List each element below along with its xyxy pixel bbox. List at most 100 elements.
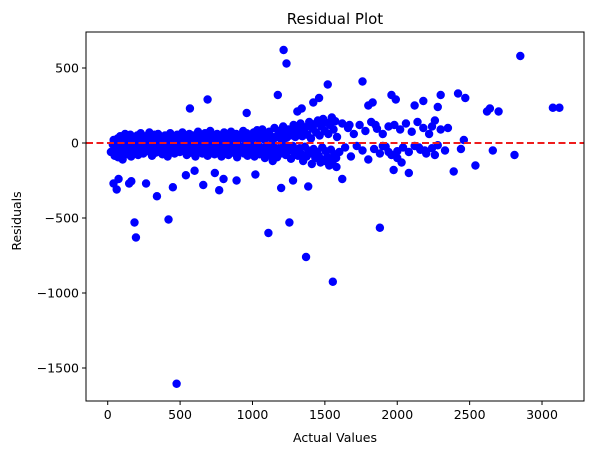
data-point <box>210 168 220 178</box>
data-point <box>185 104 195 113</box>
data-point <box>516 51 525 61</box>
data-point <box>203 95 212 104</box>
data-point <box>494 107 503 116</box>
data-point <box>413 117 422 127</box>
data-point <box>181 171 191 180</box>
data-point <box>349 129 359 139</box>
data-point <box>436 90 445 100</box>
y-tick-label: −500 <box>45 211 79 226</box>
x-tick-label: 3000 <box>526 407 558 422</box>
x-tick-label: 1500 <box>309 407 341 422</box>
y-axis-label: Residuals <box>9 191 24 250</box>
data-point <box>419 96 428 106</box>
data-point <box>282 59 291 68</box>
data-point <box>279 45 288 55</box>
x-tick-label: 2500 <box>454 407 486 422</box>
data-point <box>424 129 434 139</box>
data-point <box>127 177 136 186</box>
data-point <box>130 218 139 227</box>
data-point <box>384 147 393 157</box>
data-points <box>106 45 564 388</box>
data-point <box>306 134 316 143</box>
data-point <box>355 120 364 130</box>
data-point <box>449 167 458 176</box>
x-tick-label: 0 <box>104 407 112 422</box>
y-tick-label: 0 <box>71 136 79 151</box>
data-point <box>436 125 445 134</box>
x-tick-label: 500 <box>168 407 192 422</box>
data-point <box>364 155 373 164</box>
data-point <box>358 146 367 155</box>
data-point <box>358 77 367 86</box>
data-point <box>276 183 286 193</box>
chart-title: Residual Plot <box>287 10 384 28</box>
data-point <box>510 150 519 160</box>
data-point <box>395 125 405 134</box>
x-tick-label: 1000 <box>237 407 269 422</box>
data-point <box>390 120 399 130</box>
plot-area <box>85 31 585 402</box>
data-point <box>164 215 173 224</box>
data-point <box>320 156 330 166</box>
data-point <box>268 156 277 166</box>
y-tick-label: −1500 <box>37 361 79 376</box>
data-point <box>214 186 224 195</box>
data-point <box>410 101 419 110</box>
data-point <box>404 168 414 178</box>
data-point <box>131 233 141 242</box>
data-point <box>338 174 347 184</box>
data-point <box>440 146 450 155</box>
data-point <box>297 104 306 113</box>
data-point <box>112 185 121 194</box>
data-point <box>397 158 406 167</box>
data-point <box>199 180 208 190</box>
data-point <box>375 223 385 232</box>
data-point <box>114 174 123 184</box>
data-point <box>242 108 251 118</box>
y-axis: 500 0 −500 −1000 −1500 <box>37 61 86 376</box>
data-point <box>345 120 354 130</box>
data-point <box>391 95 400 104</box>
data-point <box>251 170 260 179</box>
data-point <box>485 104 495 113</box>
data-point <box>264 228 273 238</box>
data-point <box>314 93 324 103</box>
data-point <box>371 120 380 130</box>
data-point <box>304 182 313 191</box>
plot-frame <box>85 31 585 402</box>
data-point <box>443 123 453 133</box>
data-point <box>232 176 241 185</box>
data-point <box>323 80 332 89</box>
x-axis-label: Actual Values <box>293 430 377 445</box>
data-point <box>118 155 127 164</box>
data-point <box>375 149 385 158</box>
data-point <box>456 144 466 154</box>
data-point <box>398 143 408 152</box>
data-point <box>301 252 311 262</box>
data-point <box>430 150 440 160</box>
data-point <box>488 146 497 155</box>
data-point <box>361 126 370 136</box>
data-point <box>453 89 463 98</box>
data-point <box>420 146 429 155</box>
data-point <box>340 143 350 152</box>
data-point <box>141 179 151 188</box>
data-point <box>378 129 387 139</box>
data-point <box>168 183 178 192</box>
data-point <box>331 117 340 126</box>
data-point <box>369 144 379 154</box>
data-point <box>335 147 344 157</box>
x-axis: 0 500 1000 1500 2000 2500 3000 <box>104 401 558 422</box>
data-point <box>404 147 414 157</box>
data-point <box>273 90 283 100</box>
data-point <box>332 162 341 172</box>
data-point <box>389 165 398 175</box>
data-point <box>401 119 411 128</box>
data-point <box>471 161 480 170</box>
data-point <box>346 152 356 161</box>
data-point <box>332 132 342 142</box>
data-point <box>328 277 338 286</box>
data-point <box>461 93 470 103</box>
data-point <box>368 98 377 107</box>
